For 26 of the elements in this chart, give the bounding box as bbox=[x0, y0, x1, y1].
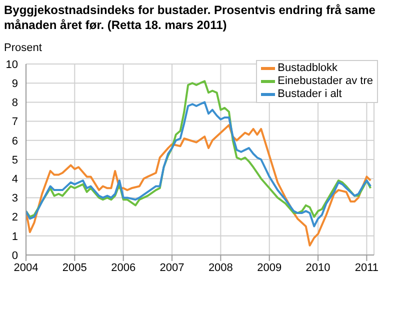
y-tick-label: 3 bbox=[12, 192, 18, 205]
y-tick-label: 9 bbox=[12, 78, 18, 90]
y-axis-title: Prosent bbox=[4, 42, 42, 54]
chart-title: Byggjekostnadsindeks for bustader. Prosentvis endring frå same månaden året før. (Retta 18. mars 2011) bbox=[4, 3, 376, 33]
x-tick-label: 2011 bbox=[354, 262, 379, 274]
y-tick-label: 0 bbox=[12, 250, 18, 262]
legend-label: Einebustader av tre bbox=[278, 75, 373, 88]
line-series bbox=[26, 101, 372, 228]
y-tick-label: 10 bbox=[6, 58, 18, 71]
legend-label: Bustadblokk bbox=[278, 62, 338, 75]
x-tick-label: 2004 bbox=[14, 262, 38, 274]
y-tick-label: 6 bbox=[12, 135, 18, 148]
y-tick-label: 7 bbox=[12, 116, 18, 128]
x-tick-label: 2008 bbox=[208, 262, 233, 274]
x-tick-label: 2006 bbox=[111, 262, 136, 274]
y-tick-label: 8 bbox=[12, 97, 18, 110]
x-tick-label: 2007 bbox=[160, 262, 184, 274]
y-tick-label: 5 bbox=[12, 154, 18, 166]
y-tick-label: 4 bbox=[12, 174, 18, 186]
x-tick-label: 2010 bbox=[306, 262, 330, 274]
y-tick-label: 2 bbox=[12, 212, 18, 224]
legend-label: Bustader i alt bbox=[278, 88, 342, 101]
line-series bbox=[26, 124, 372, 246]
y-tick-label: 1 bbox=[12, 230, 18, 243]
x-tick-label: 2009 bbox=[257, 262, 282, 274]
x-tick-label: 2005 bbox=[62, 262, 87, 274]
